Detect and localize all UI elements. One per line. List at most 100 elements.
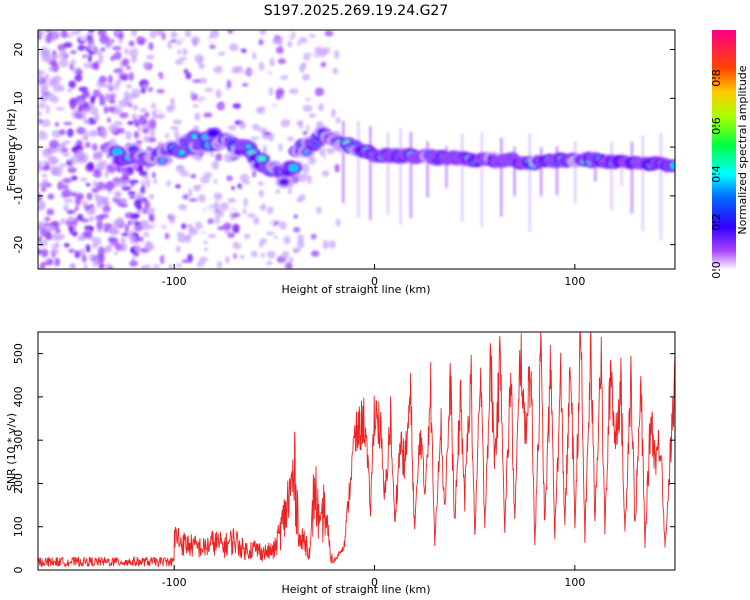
spectrogram-noise-blob xyxy=(265,231,275,236)
spectrogram-noise-blob xyxy=(93,113,100,121)
spectrogram-noise-blob xyxy=(308,113,317,118)
spectrogram-noise-blob xyxy=(279,221,287,230)
spectrogram-noise-blob xyxy=(301,127,309,131)
spectrogram-noise-blob xyxy=(81,90,88,97)
spectrogram-noise-blob xyxy=(251,123,260,131)
spectrogram-noise-blob xyxy=(60,30,68,39)
spectrogram-noise-blob xyxy=(237,157,247,167)
spectrogram-noise-blob xyxy=(148,214,153,223)
spectrogram-noise-blob xyxy=(335,117,341,124)
spectrogram-noise-blob xyxy=(177,235,187,243)
spectrogram-noise-blob xyxy=(293,248,299,254)
spectrogram-noise-blob xyxy=(97,246,105,256)
spectrogram-noise-blob xyxy=(259,205,264,211)
spectrogram-noise-blob xyxy=(114,51,122,60)
spectrogram-noise-blob xyxy=(181,223,187,230)
spectrogram-noise-blob xyxy=(96,220,104,230)
spectrogram-noise-blob xyxy=(174,130,180,140)
spectrogram-noise-blob xyxy=(121,232,129,237)
spectrogram-noise-blob xyxy=(68,80,76,89)
spectrogram-noise-blob xyxy=(229,43,239,52)
spectrogram-noise-blob xyxy=(190,35,200,45)
spectrogram-frame xyxy=(37,29,676,270)
snr-x-tick-label: 0 xyxy=(371,576,378,589)
spectrogram-noise-blob xyxy=(252,33,262,42)
spectrogram-noise-blob xyxy=(177,34,186,41)
spectrogram-x-ticks: -100 0 100 xyxy=(162,264,585,288)
spectrogram-noise-blob xyxy=(155,89,165,94)
spectrogram-noise-blob xyxy=(275,46,284,54)
spectrogram-noise-blob xyxy=(163,170,173,176)
spectrogram-x-tick-label: 100 xyxy=(564,275,585,288)
spectrogram-ridge-blob xyxy=(303,150,310,154)
spectrogram-noise-blob xyxy=(307,156,317,165)
spectrogram-noise-blob xyxy=(135,140,143,145)
spectrogram-noise-blob xyxy=(258,38,264,46)
spectrogram-noise-blob xyxy=(45,30,52,33)
spectrogram-noise-blob xyxy=(197,77,208,84)
spectrogram-noise-blob xyxy=(66,209,73,215)
snr-y-tick-label: 300 xyxy=(12,430,25,451)
spectrogram-noise-blob xyxy=(104,92,112,102)
spectrogram-noise-blob xyxy=(143,61,149,69)
spectrogram-noise-blob xyxy=(151,171,156,179)
spectrogram-noise-blob xyxy=(232,54,239,62)
spectrogram-noise-blob xyxy=(70,191,78,198)
spectrogram-noise-blob xyxy=(143,135,150,143)
spectrogram-noise-blob xyxy=(275,88,285,96)
spectrogram-noise-blob xyxy=(119,112,129,119)
spectrogram-noise-blob xyxy=(231,66,240,74)
spectrogram-noise-blob xyxy=(148,86,154,93)
spectrogram-noise-blob xyxy=(200,264,209,269)
spectrogram-noise-blob xyxy=(91,143,98,152)
spectrogram-noise-blob xyxy=(92,180,98,188)
spectrogram-noise-blob xyxy=(216,101,225,111)
spectrogram-noise-blob xyxy=(58,129,66,136)
spectrogram-noise-blob xyxy=(63,198,74,203)
spectrogram-noise-blob xyxy=(154,65,161,70)
spectrogram-noise-blob xyxy=(135,213,140,218)
spectrogram-noise-blob xyxy=(232,169,242,175)
spectrogram-noise-blob xyxy=(302,130,308,136)
spectrogram-noise-blob xyxy=(192,104,199,108)
spectrogram-noise-blob xyxy=(215,89,222,99)
spectrogram-noise-blob xyxy=(170,31,178,39)
spectrogram-ridge-blob xyxy=(191,134,197,139)
spectrogram-noise-blob xyxy=(129,48,139,58)
spectrogram-noise-blob xyxy=(92,130,98,135)
spectrogram-content xyxy=(38,30,675,269)
spectrogram-noise-blob xyxy=(206,158,214,163)
spectrogram-noise-blob xyxy=(219,202,229,211)
spectrogram-noise-blob xyxy=(138,165,144,171)
spectrogram-y-ticks: 20 10 0 -10 -20 xyxy=(12,43,675,254)
spectrogram-noise-blob xyxy=(296,197,303,203)
spectrogram-noise-blob xyxy=(70,30,79,36)
spectrogram-noise-blob xyxy=(170,39,177,43)
spectrogram-noise-blob xyxy=(227,197,236,203)
spectrogram-noise-blob xyxy=(98,53,104,61)
spectrogram-noise-blob xyxy=(38,73,43,81)
spectrogram-ridge-blob xyxy=(130,147,136,152)
spectrogram-noise-blob xyxy=(226,79,232,89)
spectrogram-noise-blob xyxy=(74,196,82,206)
spectrogram-noise-blob xyxy=(324,30,334,37)
spectrogram-noise-blob xyxy=(267,118,275,126)
spectrogram-noise-blob xyxy=(83,62,93,69)
snr-series-line xyxy=(38,332,675,568)
spectrogram-noise-blob xyxy=(278,143,283,152)
spectrogram-noise-blob xyxy=(74,205,79,211)
spectrogram-noise-blob xyxy=(206,78,212,86)
spectrogram-noise-blob xyxy=(71,175,78,181)
spectrogram-noise-blob xyxy=(118,72,129,81)
spectrogram-y-tick-label: -20 xyxy=(12,236,25,254)
spectrogram-noise-blob xyxy=(100,127,108,138)
spectrogram-noise-blob xyxy=(284,262,293,269)
spectrogram-noise-blob xyxy=(290,187,298,194)
spectrogram-noise-blob xyxy=(156,202,165,208)
spectrogram-noise-blob xyxy=(319,148,324,157)
snr-x-tick-label: -100 xyxy=(162,576,187,589)
spectrogram-noise-blob xyxy=(84,225,93,231)
spectrogram-noise-blob xyxy=(213,240,218,250)
spectrogram-noise-blob xyxy=(38,236,43,243)
